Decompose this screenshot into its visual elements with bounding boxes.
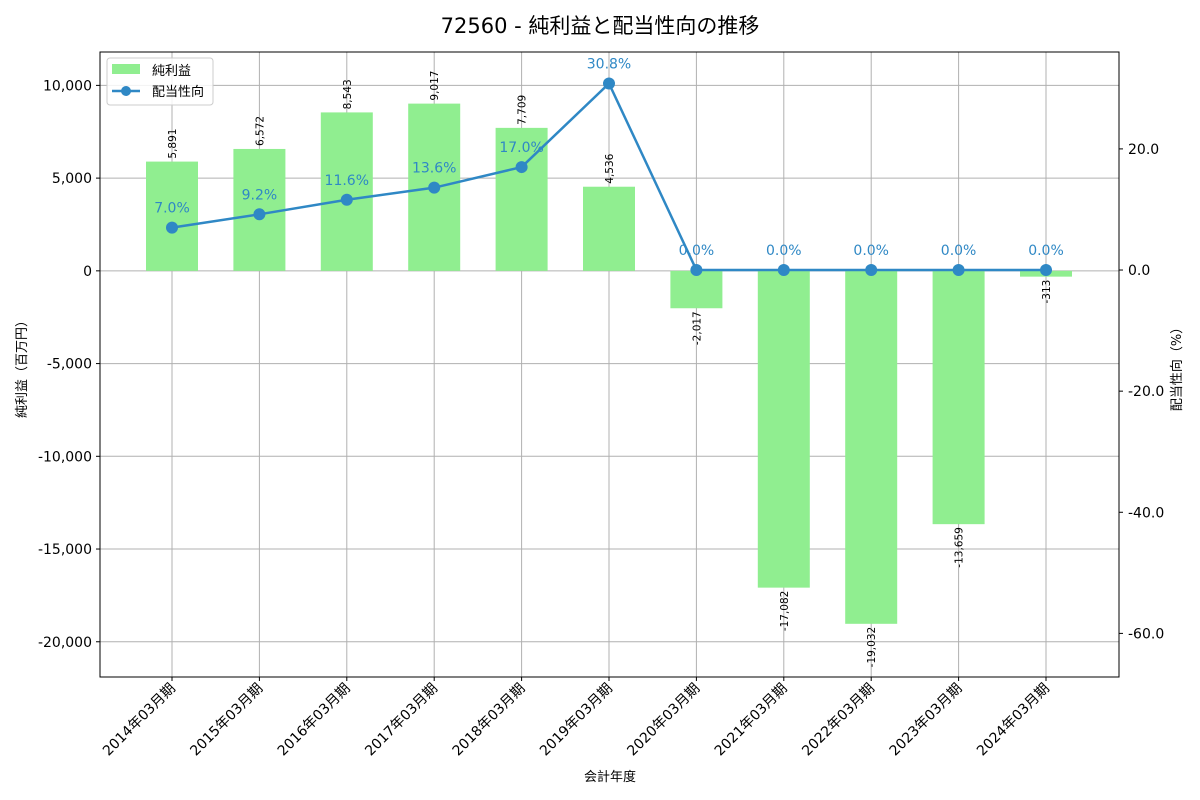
x-tick-label: 2014年03月期 [100,681,179,760]
bar-series-net-income [146,103,1072,624]
y-tick-label: -5,000 [47,357,92,373]
bar-value-label: -13,659 [954,527,966,568]
bar-value-label: 8,543 [342,79,354,109]
bar-value-label: 4,536 [604,153,616,183]
x-tick-label: 2024年03月期 [974,681,1053,760]
bar [932,270,985,525]
y2-tick-label: 0.0 [1128,263,1150,279]
y2-tick-label: 20.0 [1128,142,1159,158]
point-value-label: 0.0% [853,243,889,259]
data-point-marker [865,264,878,277]
data-point-marker [603,77,615,90]
bar [757,270,810,588]
x-axis-label: 会計年度 [584,769,636,785]
bar-value-label: -19,032 [866,627,878,668]
x-tick-label: 2023年03月期 [887,681,966,760]
data-point-marker [952,264,965,277]
bar-value-labels: 5,891 6,572 8,543 9,017 7,709 4,536 -2,017 -17,… [167,71,1053,668]
bar-value-label: 9,017 [429,71,441,101]
y-tick-label: 10,000 [43,78,92,94]
y-tick-label: -20,000 [38,635,92,651]
y-tick-label: 0 [83,264,92,280]
x-tick-label: 2020年03月期 [624,681,703,760]
legend-label-net-income: 純利益 [152,64,191,79]
y2-tick-label: -40.0 [1128,505,1164,521]
chart-title: 72560 - 純利益と配当性向の推移 [441,14,760,38]
y-tick-label: -15,000 [38,542,92,558]
bar-value-label: 6,572 [254,116,266,146]
y-tick-label: -10,000 [38,449,92,465]
data-point-marker [777,264,790,277]
y-tick-label: 5,000 [52,171,92,187]
bar-value-label: -2,017 [691,311,703,345]
point-value-label: 13.6% [412,161,456,177]
point-value-label: 17.0% [499,140,543,156]
legend-marker-icon [121,86,131,96]
left-axis-label: 純利益（百万円） [15,314,30,418]
x-tick-label: 2019年03月期 [537,681,616,760]
data-point-marker [690,264,703,277]
data-point-marker [340,193,353,206]
point-value-label: 7.0% [154,201,190,217]
x-axis-ticks: 2014年03月期 2015年03月期 2016年03月期 2017年03月期 2018… [100,677,1053,759]
x-tick-label: 2022年03月期 [799,681,878,760]
right-axis-ticks: 20.0 0.0 -20.0 -40.0 -60.0 [1119,142,1164,642]
point-value-label: 0.0% [1028,243,1064,259]
point-value-label: 9.2% [242,187,278,203]
x-tick-label: 2017年03月期 [362,681,441,760]
bar [320,112,373,271]
right-axis-label: 配当性向（%） [1169,321,1185,411]
legend-label-payout-ratio: 配当性向 [152,84,204,100]
y2-tick-label: -20.0 [1128,384,1164,400]
left-axis-ticks: 10,000 5,000 0 -5,000 -10,000 -15,000 -20,000 [38,78,100,651]
bar [670,270,723,309]
legend-bar-swatch [112,64,140,74]
x-tick-label: 2018年03月期 [450,681,529,760]
bar-value-label: 5,891 [167,129,179,159]
data-point-marker [253,208,266,221]
data-point-marker [428,181,441,194]
bar-value-label: -17,082 [779,591,791,632]
x-tick-label: 2021年03月期 [712,681,791,760]
point-value-label: 30.8% [587,56,631,72]
bar [845,270,898,624]
point-value-label: 11.6% [325,173,369,189]
bar-value-label: 7,709 [517,95,529,125]
data-point-marker [1040,264,1052,277]
x-tick-label: 2016年03月期 [275,681,354,760]
line-series-payout-ratio: 7.0% 9.2% 11.6% 13.6% 17.0% 30.8% 0.0% 0.0% 0.0%… [154,56,1064,277]
y2-tick-label: -60.0 [1128,626,1164,642]
point-value-label: 0.0% [941,243,977,259]
point-value-label: 0.0% [679,243,715,259]
point-value-label: 0.0% [766,243,802,259]
x-tick-label: 2015年03月期 [187,681,266,760]
bar [146,161,198,271]
bar [583,186,635,271]
bar-value-label: -313 [1041,280,1053,304]
data-point-marker [166,221,178,234]
legend: 純利益 配当性向 [106,57,214,106]
data-point-marker [515,161,528,174]
